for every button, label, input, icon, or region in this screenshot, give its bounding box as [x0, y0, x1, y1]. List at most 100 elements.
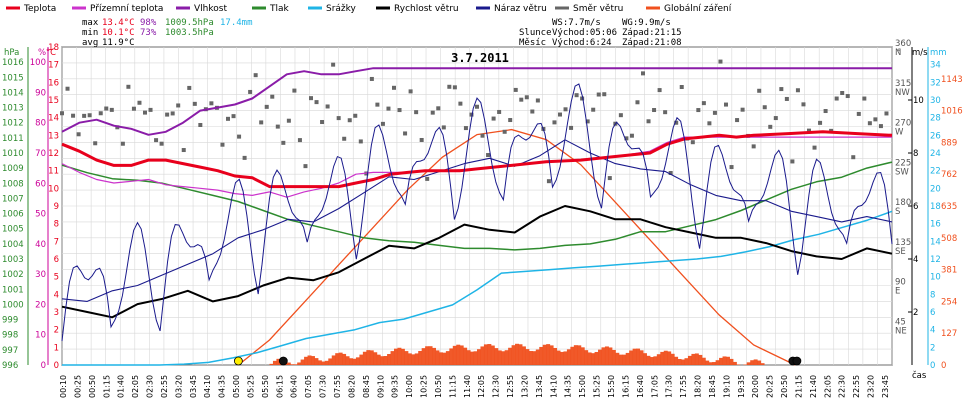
wind-direction-point	[198, 122, 203, 127]
stat-label: max	[82, 18, 99, 28]
wind-direction-point	[286, 118, 291, 123]
tick-press: 1011	[2, 134, 24, 144]
radiation-bar	[369, 350, 374, 365]
tick-temp: 18	[48, 43, 59, 53]
wind-direction-point	[226, 116, 230, 121]
info-mesic-rise: Východ:6:24	[552, 38, 612, 48]
tick-radiation: 1143	[941, 75, 963, 85]
series-vlhkost	[61, 67, 892, 136]
radiation-bar	[532, 351, 537, 365]
tick-radiation: 1016	[941, 107, 963, 117]
tick-radiation: 889	[941, 138, 957, 148]
sun-moon-marker	[792, 356, 802, 366]
x-tick-label: 20:25	[766, 375, 775, 398]
radiation-bar	[324, 360, 329, 365]
radiation-bar	[286, 362, 291, 365]
tick-dir-name: E	[895, 287, 900, 297]
x-tick-label: 02:30	[146, 375, 155, 398]
radiation-bar	[342, 353, 347, 365]
wind-direction-point	[320, 120, 325, 125]
wind-direction-point	[165, 112, 170, 117]
wind-direction-point	[109, 107, 114, 112]
radiation-bar	[470, 351, 475, 365]
wind-direction-point	[618, 113, 623, 118]
wind-direction-point	[126, 84, 131, 89]
radiation-bar	[732, 361, 737, 365]
radiation-bar	[397, 347, 402, 365]
radiation-bar	[594, 351, 599, 365]
wind-direction-point	[281, 140, 286, 145]
tick-hum: 80	[35, 119, 46, 129]
radiation-bar	[560, 351, 564, 365]
tick-hum: 60	[35, 179, 46, 189]
radiation-bar	[328, 358, 333, 365]
tick-hum: 20	[35, 300, 46, 310]
wind-direction-point	[270, 94, 275, 99]
radiation-bar	[570, 346, 575, 365]
tick-press: 1007	[2, 194, 24, 204]
tick-radiation: 0	[941, 361, 946, 371]
x-tick-label: 16:40	[636, 375, 645, 398]
wind-direction-point	[452, 85, 457, 90]
radiation-bar	[373, 352, 378, 365]
radiation-bar	[736, 364, 741, 365]
x-tick-label: 15:25	[593, 375, 602, 398]
tick-rain: 8	[930, 290, 935, 300]
wind-direction-point	[98, 111, 103, 116]
radiation-bar	[449, 348, 454, 365]
tick-wind: 10	[913, 96, 924, 106]
radiation-bar	[622, 354, 627, 365]
x-tick-label: 16:15	[621, 375, 630, 398]
wind-direction-point	[535, 98, 540, 103]
wind-direction-point	[358, 139, 363, 144]
wind-direction-point	[475, 104, 479, 109]
radiation-bar	[314, 358, 319, 365]
radiation-bar	[660, 351, 665, 365]
x-tick-label: 22:30	[838, 375, 847, 398]
x-tick-label: 20:50	[780, 375, 789, 398]
radiation-bar	[518, 344, 523, 365]
wind-direction-point	[336, 116, 341, 121]
x-tick-label: 15:50	[607, 375, 616, 398]
x-tick-label: 19:10	[722, 375, 731, 398]
wind-direction-point	[569, 125, 574, 130]
radiation-bar	[508, 347, 513, 365]
wind-direction-point	[641, 71, 645, 76]
x-tick-label: 03:45	[189, 375, 198, 398]
tick-rain: 28	[930, 114, 941, 124]
wind-direction-point	[740, 107, 745, 112]
axis-unit-wind: m/s	[912, 48, 928, 58]
tick-temp: 13	[48, 131, 59, 141]
wind-direction-point	[762, 105, 767, 110]
radiation-bar	[307, 355, 312, 365]
tick-press: 1013	[2, 104, 24, 114]
tick-press: 1004	[2, 240, 24, 250]
legend-label-2: Vlhkost	[194, 4, 227, 14]
tick-wind: 8	[913, 149, 918, 159]
radiation-bar	[549, 345, 554, 365]
axis-unit-dir: °	[897, 48, 901, 58]
radiation-bar	[625, 352, 630, 365]
x-tick-label: 17:55	[679, 375, 688, 398]
wind-direction-point	[380, 121, 385, 126]
wind-direction-point	[325, 104, 330, 109]
wind-direction-point	[419, 137, 424, 142]
wind-direction-point	[519, 97, 524, 102]
wind-direction-point	[508, 118, 513, 123]
tick-dir-name: S	[895, 207, 900, 217]
wind-direction-point	[834, 96, 839, 101]
tick-radiation: 508	[941, 234, 957, 244]
radiation-bar	[760, 363, 765, 365]
wind-direction-point	[386, 106, 391, 111]
wind-direction-point	[408, 89, 413, 94]
wind-direction-point	[735, 118, 740, 123]
wind-direction-point	[486, 153, 491, 158]
legend-label-4: Srážky	[326, 4, 357, 14]
wind-direction-point	[718, 59, 723, 64]
radiation-bar	[701, 357, 706, 365]
radiation-bar	[494, 348, 499, 365]
tick-temp: 5	[54, 273, 59, 283]
radiation-bar	[542, 344, 547, 365]
stat-pressure: 1009.5hPa	[165, 18, 214, 28]
wind-direction-point	[652, 108, 657, 113]
